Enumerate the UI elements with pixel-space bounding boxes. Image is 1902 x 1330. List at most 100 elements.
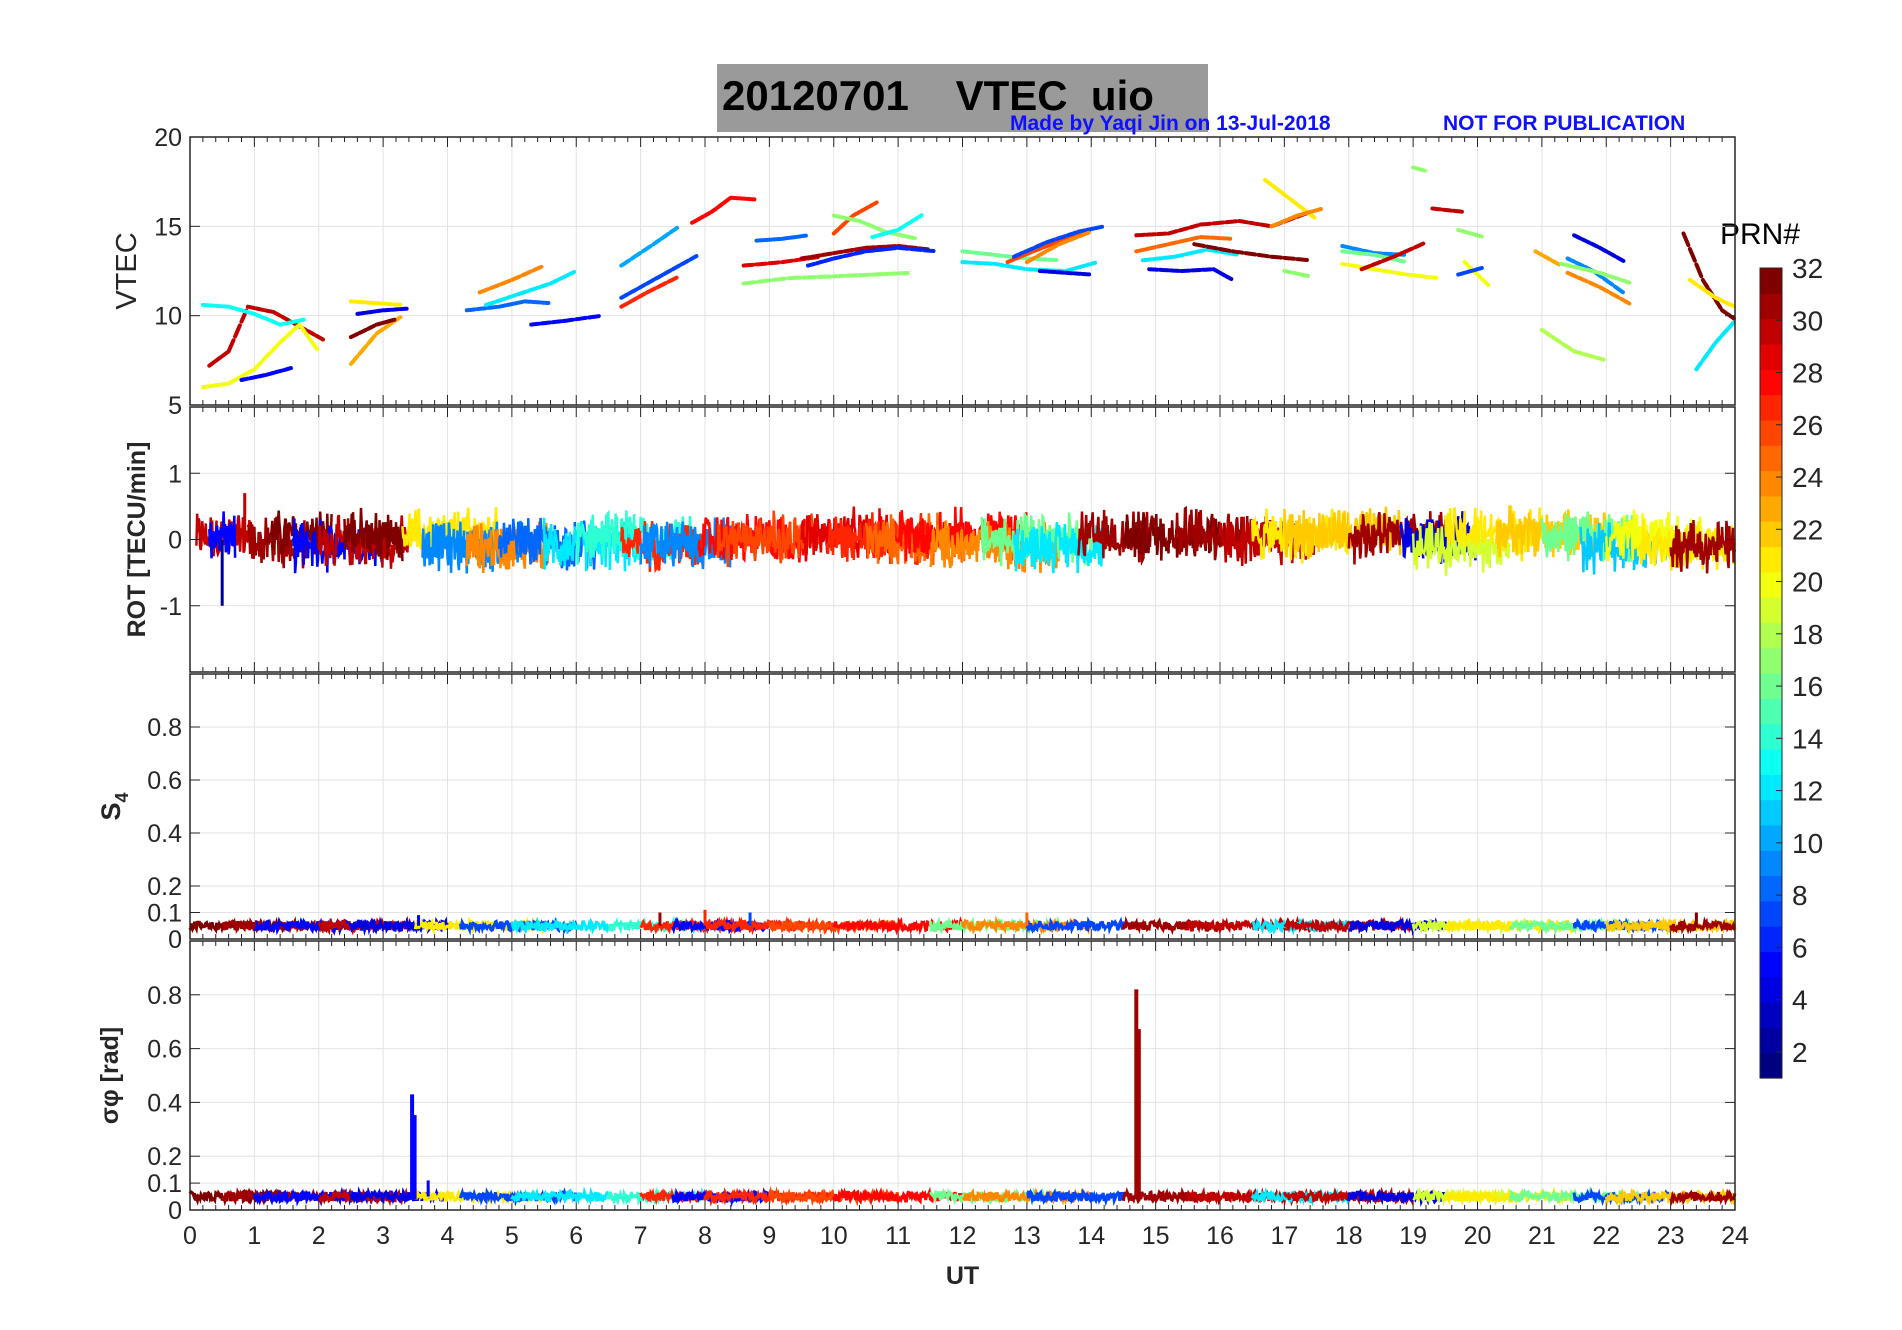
chart-title: 20120701 VTEC uio — [722, 72, 1154, 120]
x-tick-label: 19 — [1399, 1222, 1427, 1250]
vtec-series-prn-17 — [1413, 167, 1426, 171]
x-tick-label: 5 — [505, 1222, 519, 1250]
x-tick-label: 7 — [634, 1222, 648, 1250]
x-tick-label: 15 — [1142, 1222, 1170, 1250]
colorbar-band — [1760, 698, 1782, 725]
colorbar-band — [1760, 748, 1782, 775]
vtec-series-prn-28 — [692, 198, 756, 223]
colorbar-tick-label: 16 — [1792, 671, 1823, 702]
colorbar-band — [1760, 1002, 1782, 1028]
panel-rot: -1 0 1 ROT [TECU/min] — [123, 406, 1737, 673]
colorbar-band — [1760, 951, 1782, 978]
colorbar-band — [1760, 622, 1782, 649]
x-axis-label: UT — [946, 1262, 979, 1290]
colorbar-band — [1760, 850, 1782, 877]
title-station: uio — [1090, 72, 1154, 119]
colorbar-band — [1760, 369, 1782, 396]
panel-sigma_phi: 00.10.20.40.60.8σφ [rad]0 1 2 3 4 5 6 7 8 9 10 11 12… — [96, 940, 1749, 1290]
colorbar-band — [1760, 318, 1782, 345]
colorbar-tick-label: 26 — [1792, 410, 1823, 441]
colorbar-band — [1760, 495, 1782, 522]
y-axis-label: VTEC — [111, 232, 143, 309]
y-tick-label: 0.6 — [147, 767, 182, 795]
vtec-series-prn-5 — [531, 316, 602, 325]
rot-series-prn-12 — [1012, 520, 1112, 574]
y-tick-label: 0 — [168, 1197, 182, 1225]
colorbar-band — [1760, 900, 1782, 927]
x-tick-label: 2 — [312, 1222, 326, 1250]
y-tick-label: 0 — [168, 527, 182, 555]
x-tick-label: 11 — [885, 1222, 911, 1250]
x-tick-label: 20 — [1464, 1222, 1492, 1250]
colorbar-band — [1760, 673, 1782, 699]
vtec-series-prn-12 — [963, 262, 1098, 271]
colorbar-band — [1760, 647, 1782, 674]
vtec-series-prn-32 — [1684, 234, 1736, 320]
y-tick-label: 15 — [154, 213, 182, 241]
title-date: 20120701 — [722, 72, 909, 119]
rot-series-prn-21 — [1444, 505, 1544, 562]
vtec-series-prn-12 — [1696, 321, 1735, 369]
colorbar-tick-label: 4 — [1792, 985, 1808, 1016]
x-tick-label: 23 — [1657, 1222, 1685, 1250]
title-background — [717, 64, 1208, 132]
title-main: VTEC — [955, 72, 1068, 119]
vtec-series-prn-7 — [621, 255, 698, 298]
x-tick-label: 8 — [698, 1222, 712, 1250]
vtec-series-prn-4 — [1040, 271, 1092, 275]
colorbar-band — [1760, 293, 1782, 320]
colorbar-band — [1760, 926, 1782, 953]
s4-series-prn-31 — [1669, 916, 1736, 935]
colorbar-band — [1760, 268, 1782, 294]
x-tick-label: 10 — [820, 1222, 848, 1250]
x-tick-label: 13 — [1013, 1222, 1041, 1250]
y-tick-label: 0.4 — [147, 1089, 182, 1117]
y-tick-label: 0.4 — [147, 820, 182, 848]
vtec-series-prn-20 — [1342, 264, 1439, 278]
s4-series-prn-7 — [1025, 916, 1125, 935]
colorbar-band — [1760, 419, 1782, 446]
rot-series-prn-30 — [317, 514, 411, 569]
colorbar-tick-label: 22 — [1792, 514, 1823, 545]
vtec-series-prn-21 — [1690, 280, 1735, 307]
colorbar-tick-label: 28 — [1792, 358, 1823, 389]
y-tick-label: 0.1 — [147, 1170, 182, 1198]
y-tick-label: 0.6 — [147, 1036, 182, 1064]
colorbar-band — [1760, 774, 1782, 801]
y-tick-label: -1 — [160, 593, 182, 621]
vtec-series-prn-17 — [1284, 271, 1310, 276]
colorbar-band — [1760, 394, 1782, 421]
colorbar-band — [1760, 1052, 1782, 1079]
x-tick-label: 9 — [762, 1222, 776, 1250]
colorbar-band — [1760, 343, 1782, 370]
colorbar-tick-label: 20 — [1792, 567, 1823, 598]
s4-series-prn-12 — [510, 917, 610, 935]
vtec-series-prn-21 — [351, 301, 403, 305]
vtec-series-prn-4 — [1574, 235, 1626, 262]
y-tick-label: 0.8 — [147, 714, 182, 742]
y-tick-label: 0.2 — [147, 1143, 182, 1171]
vtec-series-prn-8 — [467, 301, 551, 310]
panel-vtec: 5 10 15 20 VTEC — [111, 124, 1735, 420]
axes-box — [189, 673, 1736, 940]
vtec-series-prn-17 — [744, 273, 911, 284]
rot-series-prn-21 — [401, 507, 501, 554]
x-tick-label: 22 — [1592, 1222, 1620, 1250]
panel-s4: 00.10.2 0.4 0.6 0.8 S4 — [96, 673, 1737, 954]
colorbar-band — [1760, 799, 1782, 826]
colorbar-label: PRN# — [1720, 218, 1801, 251]
y-tick-label: 0.1 — [147, 900, 182, 928]
axes-box — [189, 136, 1736, 406]
colorbar-tick-label: 30 — [1792, 305, 1823, 336]
colorbar-band — [1760, 546, 1782, 573]
y-tick-label: 10 — [154, 303, 182, 331]
notice-text: NOT FOR PUBLICATION — [1443, 112, 1686, 135]
sigma_phi-series-prn-12 — [510, 1186, 610, 1206]
x-tick-label: 4 — [441, 1222, 455, 1250]
colorbar-band — [1760, 1027, 1782, 1054]
vtec-series-prn-18 — [1542, 330, 1606, 360]
x-tick-label: 24 — [1721, 1222, 1749, 1250]
colorbar-band — [1760, 824, 1782, 851]
